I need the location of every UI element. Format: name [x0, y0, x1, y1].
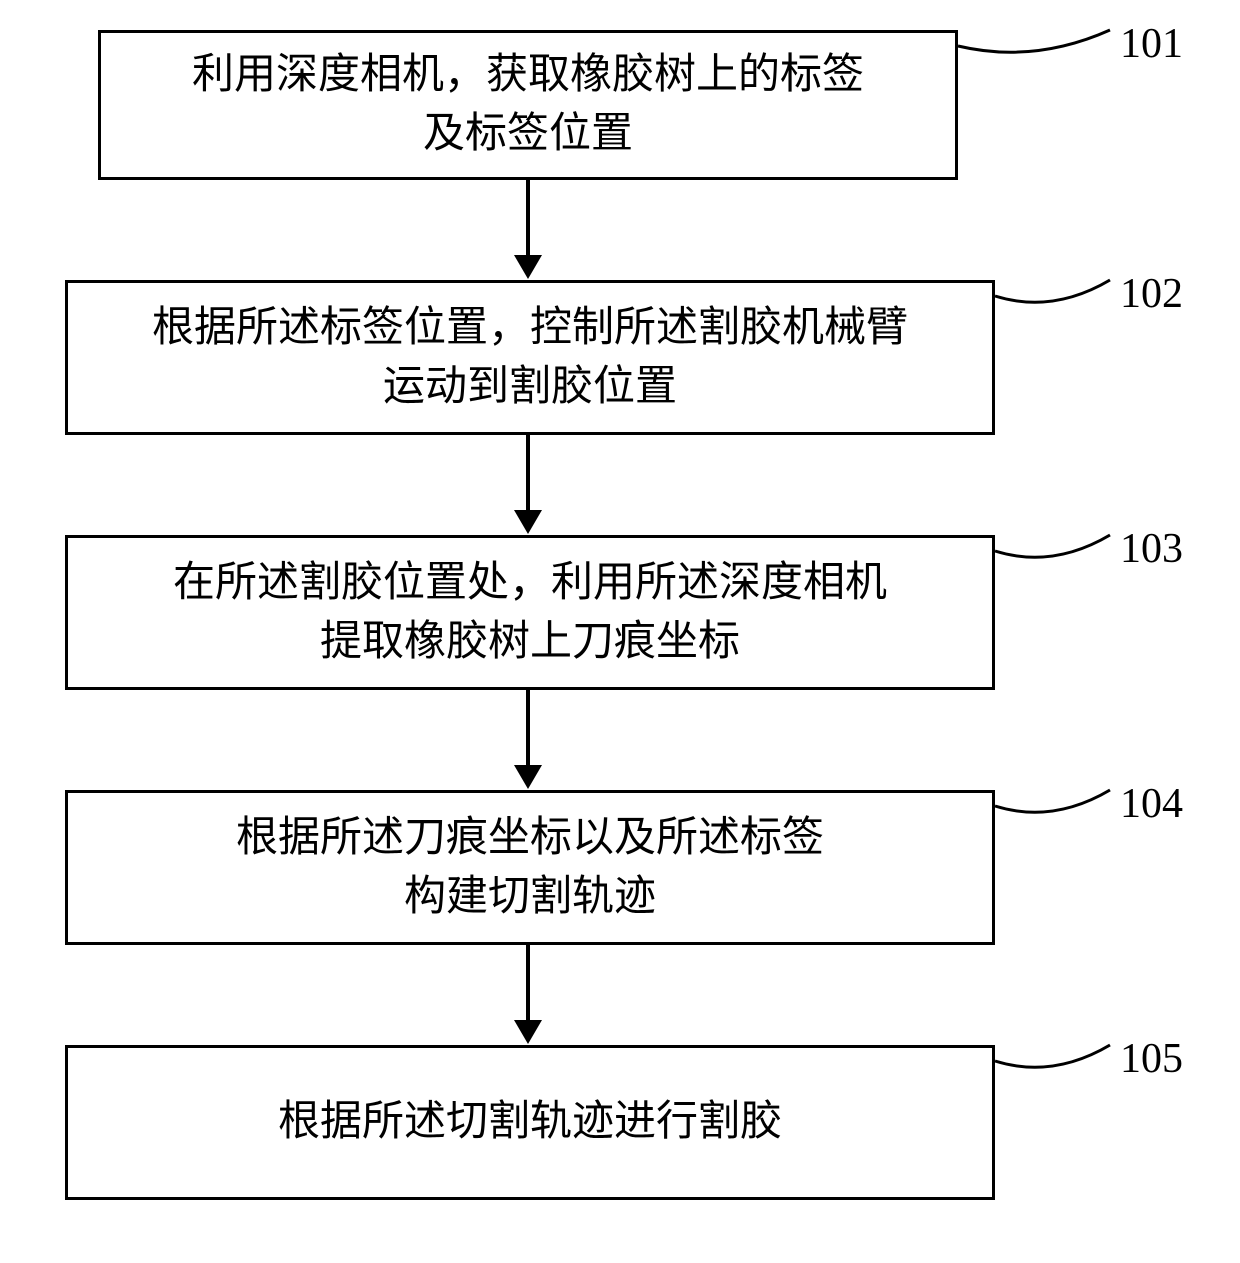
flow-step-text: 利用深度相机，获取橡胶树上的标签 及标签位置 — [192, 46, 864, 164]
flow-step-102: 根据所述标签位置，控制所述割胶机械臂 运动到割胶位置 — [65, 280, 995, 435]
step-label-104: 104 — [1120, 780, 1183, 828]
leader-line-105 — [990, 1040, 1115, 1091]
arrow-head-icon — [514, 255, 542, 279]
arrow-head-icon — [514, 510, 542, 534]
leader-line-103 — [990, 530, 1115, 581]
flow-step-101: 利用深度相机，获取橡胶树上的标签 及标签位置 — [98, 30, 958, 180]
step-label-101: 101 — [1120, 20, 1183, 68]
leader-line-104 — [990, 785, 1115, 836]
leader-line-102 — [990, 275, 1115, 326]
flow-step-text: 在所述割胶位置处，利用所述深度相机 提取橡胶树上刀痕坐标 — [173, 554, 887, 672]
arrow-step-104-to-step-105 — [514, 945, 542, 1044]
flow-step-text: 根据所述切割轨迹进行割胶 — [278, 1093, 782, 1152]
step-label-105: 105 — [1120, 1035, 1183, 1083]
flow-step-text: 根据所述刀痕坐标以及所述标签 构建切割轨迹 — [236, 809, 824, 927]
leader-line-101 — [953, 25, 1115, 76]
arrow-step-102-to-step-103 — [514, 435, 542, 534]
flow-step-text: 根据所述标签位置，控制所述割胶机械臂 运动到割胶位置 — [152, 299, 908, 417]
arrow-shaft — [526, 945, 530, 1021]
arrow-head-icon — [514, 1020, 542, 1044]
flow-step-103: 在所述割胶位置处，利用所述深度相机 提取橡胶树上刀痕坐标 — [65, 535, 995, 690]
arrow-shaft — [526, 690, 530, 766]
arrow-step-101-to-step-102 — [514, 180, 542, 279]
arrow-step-103-to-step-104 — [514, 690, 542, 789]
arrow-head-icon — [514, 765, 542, 789]
arrow-shaft — [526, 180, 530, 256]
flow-step-104: 根据所述刀痕坐标以及所述标签 构建切割轨迹 — [65, 790, 995, 945]
step-label-102: 102 — [1120, 270, 1183, 318]
arrow-shaft — [526, 435, 530, 511]
step-label-103: 103 — [1120, 525, 1183, 573]
flow-step-105: 根据所述切割轨迹进行割胶 — [65, 1045, 995, 1200]
